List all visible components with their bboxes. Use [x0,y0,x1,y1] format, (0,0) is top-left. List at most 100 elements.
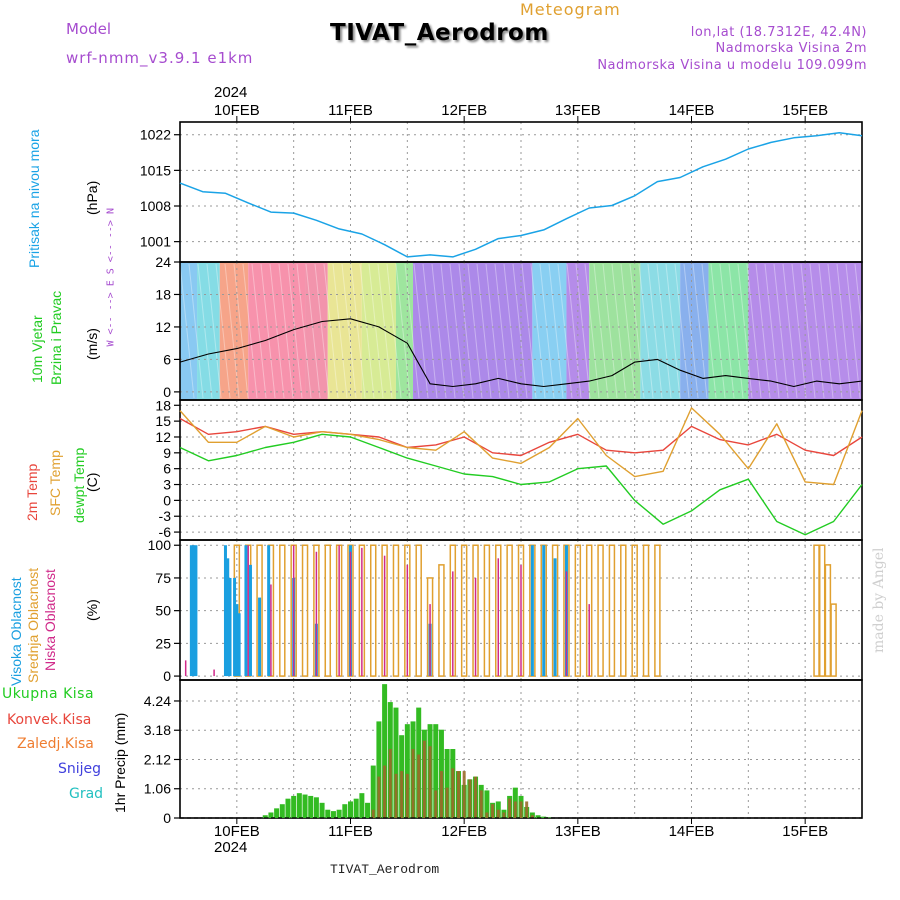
wind-barb [494,263,510,399]
precip-bar [541,816,547,818]
wind-barb [638,263,654,399]
precip-ytick-label-1: 1.06 [144,781,171,797]
wind-band-11 [589,262,641,400]
wind-barb [206,263,222,399]
precip-conv-bar [388,749,392,818]
cloud-bar [301,544,309,677]
precip-panel: 0 1.06 2.12 3.18 4.24 [144,679,863,826]
legend-snow: Snijeg [58,761,102,777]
wind-barb [242,263,258,399]
precip-conv-bar [439,771,443,818]
wind-barb [458,263,474,399]
wind-barb [476,263,492,399]
temperature-ytick-label-5: 9 [163,445,171,461]
wind-band-2 [219,262,249,400]
wind-band-9 [532,262,567,400]
temperature-ytick-label-3: 3 [163,477,171,493]
cloud-bar [369,544,377,677]
cloud-bar [574,544,582,677]
precip-bar [319,802,325,818]
clouds-ytick-label-4: 100 [148,537,172,553]
precip-conv-bar [525,801,529,818]
wind-barb [197,263,213,399]
clouds-ytick-label-0: 0 [163,668,171,684]
cloud-bar [194,545,198,677]
pressure-ytick-label-1: 1008 [140,198,171,214]
cloud-bar [654,544,661,677]
wind-band-0 [180,262,198,400]
wind-band-15 [748,262,862,400]
footer-station: TIVAT_Aerodrom [330,862,440,877]
cloud-bar [383,555,386,677]
pressure-ytick-label-3: 1022 [140,127,171,143]
precip-bar [268,812,274,818]
cloud-bar [361,547,363,677]
cloud-bar [483,544,491,677]
wind-barb [773,263,789,399]
wind-barb [782,263,798,399]
wind-barb [647,263,663,399]
legend-freezing-rain: Zaledj.Kisa [17,736,94,752]
precip-bar [308,795,314,818]
wind-barb [809,263,825,399]
cloud-bar [315,551,318,677]
x-tick-top-14FEB: 14FEB [669,102,715,119]
precip-conv-bars [371,740,534,818]
wind-barb [431,263,447,399]
year-top: 2024 [214,84,248,101]
cloud-bar [256,544,263,677]
precip-bar [342,804,348,818]
pressure-ytick-label-0: 1001 [140,234,171,250]
wind-barb [512,263,528,399]
wind-barb [224,263,240,399]
precip-ytick-label-2: 2.12 [144,751,171,767]
x-tick-bottom-10FEB: 10FEB [214,823,260,840]
cloud-bar [233,577,237,677]
precip-bar [325,809,331,818]
wind-barb [827,263,843,399]
precip-bar [336,809,342,818]
precip-bar [353,798,359,818]
precip-bar [348,801,353,818]
wind-barb [629,263,645,399]
page-title: TIVAT_Aerodrom [330,20,549,46]
precip-ytick-label-3: 3.18 [144,722,171,738]
precip-bar [359,793,365,818]
wind-barb [584,263,600,399]
cloud-bar [565,571,568,677]
cloud-bar [824,564,832,677]
precip-bar [285,798,291,818]
wind-barb [503,263,519,399]
cloud-bar [228,577,232,677]
cloud-bar [189,545,193,677]
precip-bar [313,797,319,818]
cloud-bar [597,544,604,677]
cloud-bar [506,544,513,677]
wind-barb [188,263,204,399]
wind-barb [539,263,555,399]
x-axis-bottom: 10FEB 11FEB 12FEB 13FEB 14FEB 15FEB [214,818,828,840]
precip-bar [393,707,399,818]
precip-conv-bar [411,749,415,818]
wind-barb [332,263,348,399]
model-label: Model [66,20,112,38]
wind-ytick-label-0: 0 [163,384,171,400]
cloud-bar [520,564,522,677]
cloud-bar [608,544,616,677]
wind-barb [485,263,501,399]
wind-band-3 [248,262,306,400]
low-cloud-bars [184,545,590,677]
cloud-bar [553,558,557,677]
wind-barb [530,263,546,399]
wind-barb [557,263,573,399]
precip-conv-bar [519,801,523,818]
wind-barb [548,263,564,399]
precip-bar [404,724,410,818]
station-elevation: Nadmorska Visina 2m [715,41,867,56]
clouds-panel: 0 25 50 75 100 [148,537,863,684]
cloud-bar [460,544,468,677]
wind-barb [611,263,627,399]
precip-conv-bar [400,771,404,818]
